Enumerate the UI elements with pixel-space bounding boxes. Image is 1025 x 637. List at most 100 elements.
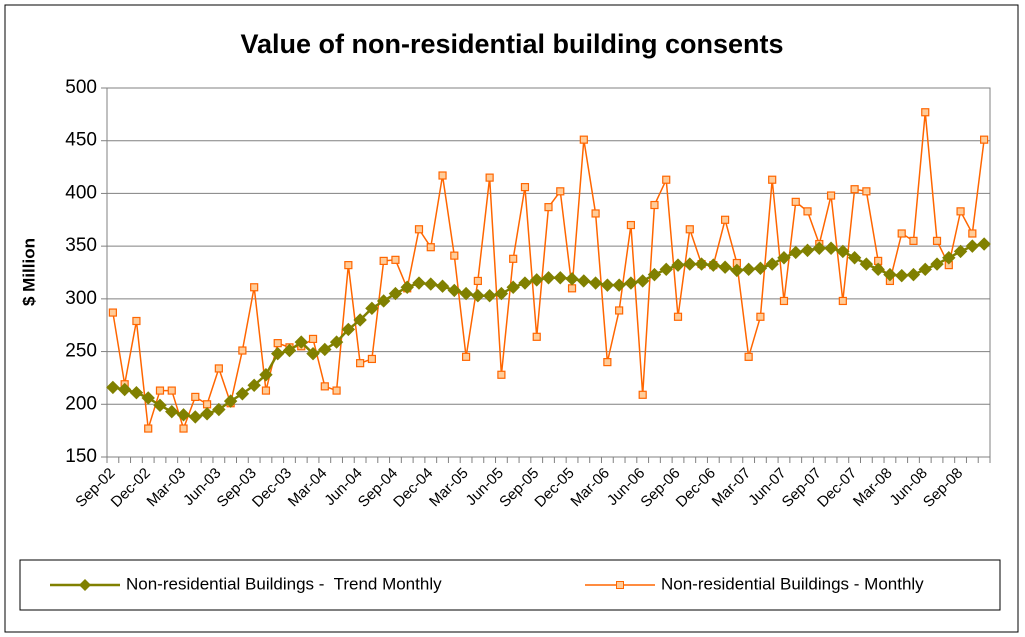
diamond-marker (871, 262, 885, 277)
diamond-marker (341, 322, 356, 337)
diamond-marker (824, 241, 838, 255)
diamond-marker (789, 245, 803, 260)
square-marker (615, 306, 624, 315)
diamond-marker (906, 267, 921, 282)
square-marker (662, 175, 671, 184)
square-marker (450, 251, 459, 260)
square-marker (473, 276, 482, 286)
diamond-marker (200, 407, 214, 421)
square-marker (391, 255, 400, 264)
square-marker (356, 359, 365, 368)
square-marker (826, 191, 836, 200)
square-marker (426, 243, 435, 252)
square-marker (650, 200, 659, 210)
square-marker (932, 236, 942, 245)
square-marker (567, 284, 577, 293)
square-marker (461, 352, 471, 361)
diamond-marker (706, 258, 721, 272)
diamond-marker (223, 394, 238, 408)
diamond-marker (247, 378, 261, 393)
diamond-marker (730, 263, 744, 278)
diamond-marker (741, 262, 756, 277)
diamond-marker (388, 286, 403, 301)
y-tick-label: 350 (65, 235, 97, 256)
diamond-marker (400, 280, 414, 294)
diamond-marker (212, 402, 226, 417)
diamond-marker (447, 283, 462, 298)
diamond-marker (412, 276, 426, 290)
diamond-marker (847, 251, 862, 265)
diamond-marker (235, 387, 250, 401)
square-marker (556, 187, 565, 196)
diamond-marker (424, 277, 438, 291)
square-marker (673, 312, 683, 321)
diamond-marker (977, 237, 991, 251)
diamond-marker (188, 410, 203, 424)
square-marker (791, 197, 800, 206)
diamond-marker (777, 251, 791, 265)
square-marker (202, 400, 212, 409)
diamond-marker (329, 335, 344, 349)
square-marker (332, 386, 341, 395)
square-marker (897, 229, 906, 238)
square-marker (108, 308, 117, 317)
square-marker (414, 225, 424, 234)
square-marker (379, 256, 388, 266)
square-marker (591, 209, 600, 218)
square-marker (803, 207, 812, 216)
legend (19, 559, 1001, 611)
y-tick-label: 200 (65, 393, 97, 414)
diamond-marker (365, 301, 379, 316)
diamond-marker (965, 239, 980, 253)
square-marker (155, 386, 165, 395)
legend-label: Non-residential Buildings - Monthly (661, 574, 924, 593)
diamond-marker (353, 313, 367, 327)
y-tick-label: 450 (65, 130, 97, 151)
square-marker (685, 225, 694, 234)
diamond-marker (271, 346, 285, 361)
diamond-marker (153, 398, 167, 413)
square-marker (144, 424, 153, 433)
square-marker (320, 382, 329, 391)
diamond-marker (918, 262, 932, 277)
square-marker (968, 229, 977, 238)
diamond-marker (129, 385, 144, 400)
square-marker (438, 171, 447, 180)
diamond-marker (176, 408, 191, 422)
square-marker (344, 261, 353, 270)
square-marker (980, 135, 989, 144)
diamond-marker (318, 342, 332, 357)
square-marker (579, 135, 588, 144)
square-marker (250, 283, 259, 292)
diamond-marker (117, 382, 132, 397)
square-marker (850, 185, 859, 194)
diamond-marker (659, 262, 673, 277)
diamond-marker (683, 257, 697, 271)
legend-marker (616, 581, 624, 589)
diamond-marker (953, 244, 968, 259)
diamond-marker (435, 279, 450, 293)
chart-title: Value of non-residential building consen… (240, 29, 783, 59)
y-tick-label: 250 (65, 341, 97, 362)
square-marker (756, 312, 765, 321)
square-marker (603, 358, 612, 367)
diamond-marker (459, 286, 473, 301)
square-marker (838, 296, 847, 306)
square-marker (261, 386, 271, 395)
square-marker (956, 207, 965, 216)
diamond-marker (494, 286, 509, 301)
square-marker (544, 203, 553, 212)
square-marker (779, 296, 789, 306)
diamond-marker (306, 346, 320, 361)
square-marker (720, 215, 730, 224)
square-marker (132, 316, 141, 326)
square-marker (497, 370, 506, 379)
diamond-marker (671, 258, 685, 272)
diamond-marker (165, 404, 179, 419)
square-marker (532, 332, 541, 341)
square-marker (520, 183, 530, 192)
diamond-marker (565, 272, 579, 286)
diamond-marker (859, 257, 874, 271)
diamond-marker (282, 343, 297, 358)
square-marker (485, 173, 494, 182)
